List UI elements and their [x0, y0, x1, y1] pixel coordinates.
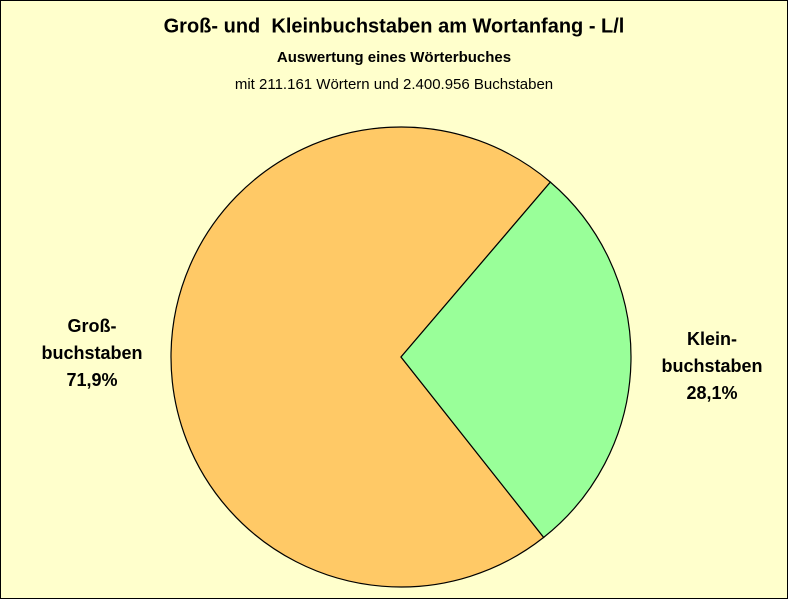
pie-slice: [170, 126, 552, 588]
value-label: 71,9%: [66, 370, 117, 390]
slice-label: Groß-: [68, 316, 117, 336]
slice-label: Klein-: [687, 329, 737, 349]
value-label: 28,1%: [686, 383, 737, 403]
chart-note: mit 211.161 Wörtern und 2.400.956 Buchst…: [235, 76, 553, 93]
chart-subtitle: Auswertung eines Wörterbuches: [277, 49, 511, 66]
slice-label: buchstaben: [41, 343, 142, 363]
pie-slice: [400, 181, 632, 539]
slice-label: buchstaben: [661, 356, 762, 376]
chart-title: Groß- und Kleinbuchstaben am Wortanfang …: [164, 15, 625, 37]
